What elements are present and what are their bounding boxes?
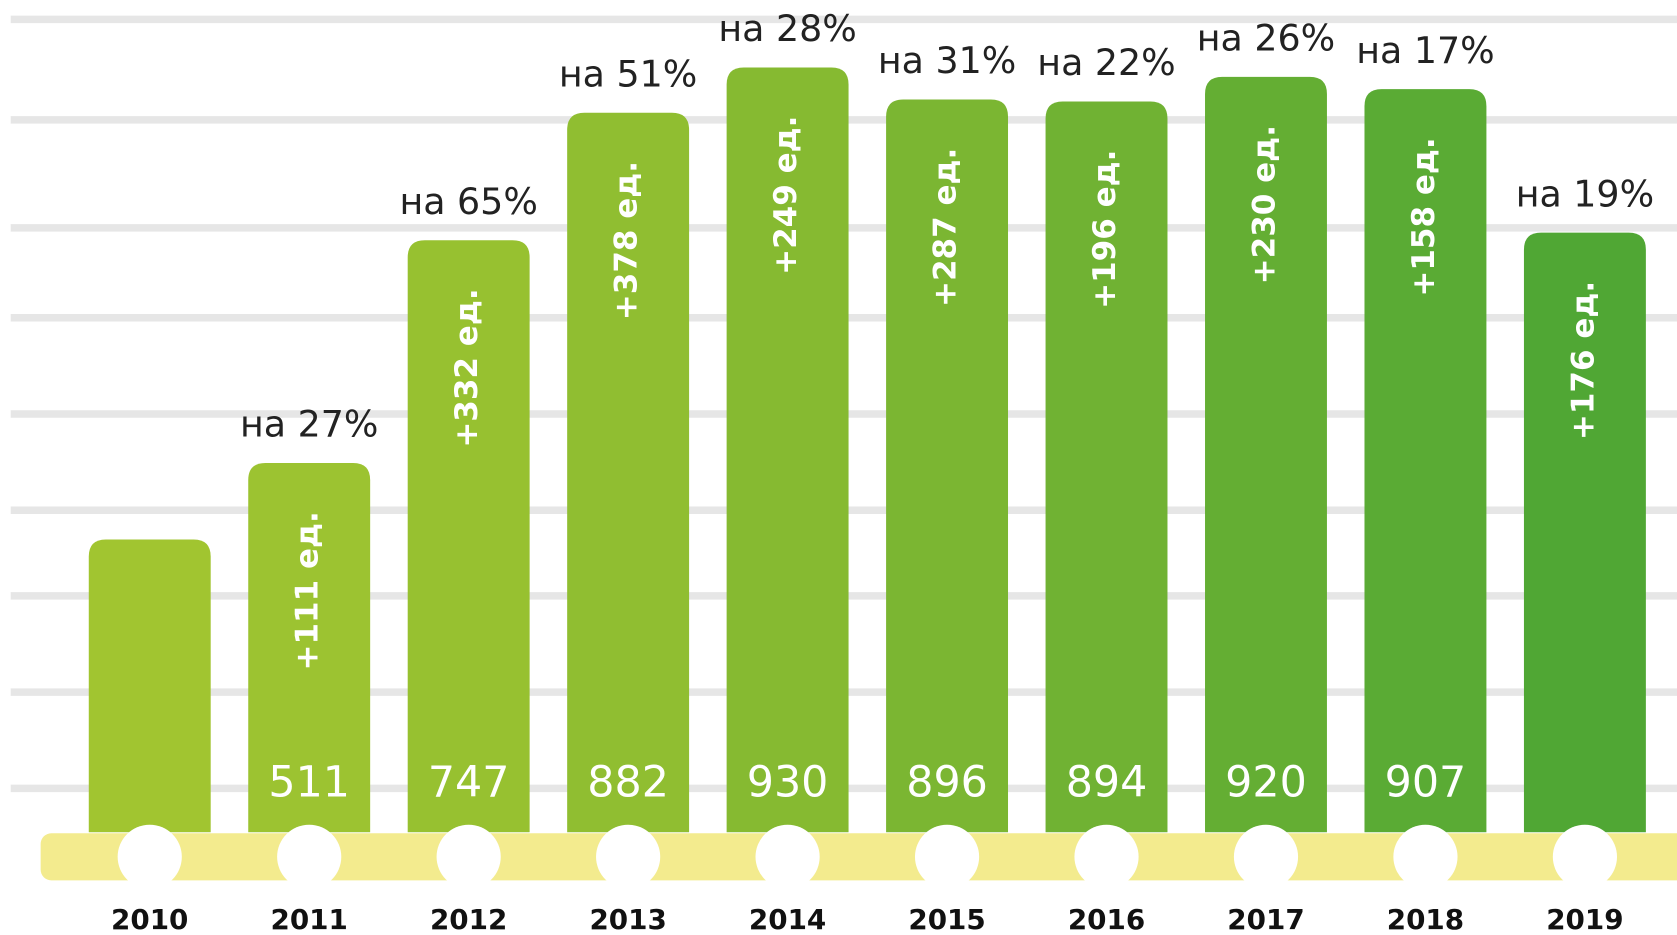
growth-label: на 65% (399, 180, 537, 223)
x-tick-label: 2019 (1546, 903, 1623, 935)
growth-label: на 19% (1516, 172, 1654, 215)
value-label: 896 (906, 758, 988, 808)
bar (248, 463, 371, 833)
timeline-dot (1233, 824, 1299, 889)
increment-label: +176 ед. (1565, 281, 1601, 440)
labels: 2010 511 +111 ед. на 27% 2011 747 +332 ед. на 6… (111, 7, 1654, 935)
x-tick-label: 2015 (908, 903, 985, 935)
x-tick-label: 2018 (1387, 903, 1464, 935)
x-tick-label: 2016 (1068, 903, 1145, 935)
value-label: 747 (428, 758, 510, 808)
increment-label: +230 ед. (1246, 125, 1282, 284)
bar (407, 240, 530, 833)
timeline-dot (1393, 824, 1458, 889)
bar (726, 67, 849, 833)
value-label: 894 (1066, 758, 1148, 808)
growth-label: на 17% (1356, 29, 1494, 72)
bar (1205, 76, 1327, 833)
growth-label: на 26% (1197, 17, 1335, 60)
bar (567, 112, 690, 833)
timeline-dot (277, 824, 342, 889)
timeline-dot (1552, 824, 1618, 889)
x-tick-label: 2013 (589, 903, 666, 935)
growth-label: на 22% (1037, 41, 1175, 84)
timeline-dot (914, 824, 980, 889)
timeline-dot (596, 824, 661, 889)
increment-label: +378 ед. (609, 161, 645, 320)
value-label: 511 (268, 758, 350, 808)
increment-label: +111 ед. (290, 511, 326, 670)
growth-label: на 31% (878, 39, 1016, 82)
bar (886, 99, 1009, 833)
growth-label: на 51% (559, 52, 697, 95)
value-label: 882 (587, 758, 669, 808)
timeline-dot (1074, 824, 1139, 889)
bar (1523, 232, 1646, 833)
increment-label: +332 ед. (449, 288, 485, 447)
increment-label: +196 ед. (1087, 150, 1123, 309)
x-tick-label: 2011 (271, 903, 348, 935)
x-tick-label: 2014 (749, 903, 826, 935)
timeline-dot (436, 824, 501, 889)
bar (1045, 101, 1168, 833)
bars (88, 67, 1646, 833)
increment-label: +287 ед. (928, 148, 964, 307)
x-tick-label: 2010 (111, 903, 188, 935)
bar (88, 539, 211, 833)
growth-label: на 28% (718, 7, 856, 50)
x-tick-label: 2012 (430, 903, 507, 935)
bar (1364, 89, 1487, 833)
timeline-dot (117, 824, 182, 889)
increment-label: +158 ед. (1406, 137, 1442, 296)
increment-label: +249 ед. (768, 116, 804, 275)
value-label: 907 (1385, 758, 1467, 808)
growth-label: на 27% (240, 403, 378, 446)
timeline-dot (755, 824, 820, 889)
x-tick-label: 2017 (1227, 903, 1304, 935)
value-label: 930 (747, 758, 829, 808)
value-label: 920 (1225, 758, 1307, 808)
